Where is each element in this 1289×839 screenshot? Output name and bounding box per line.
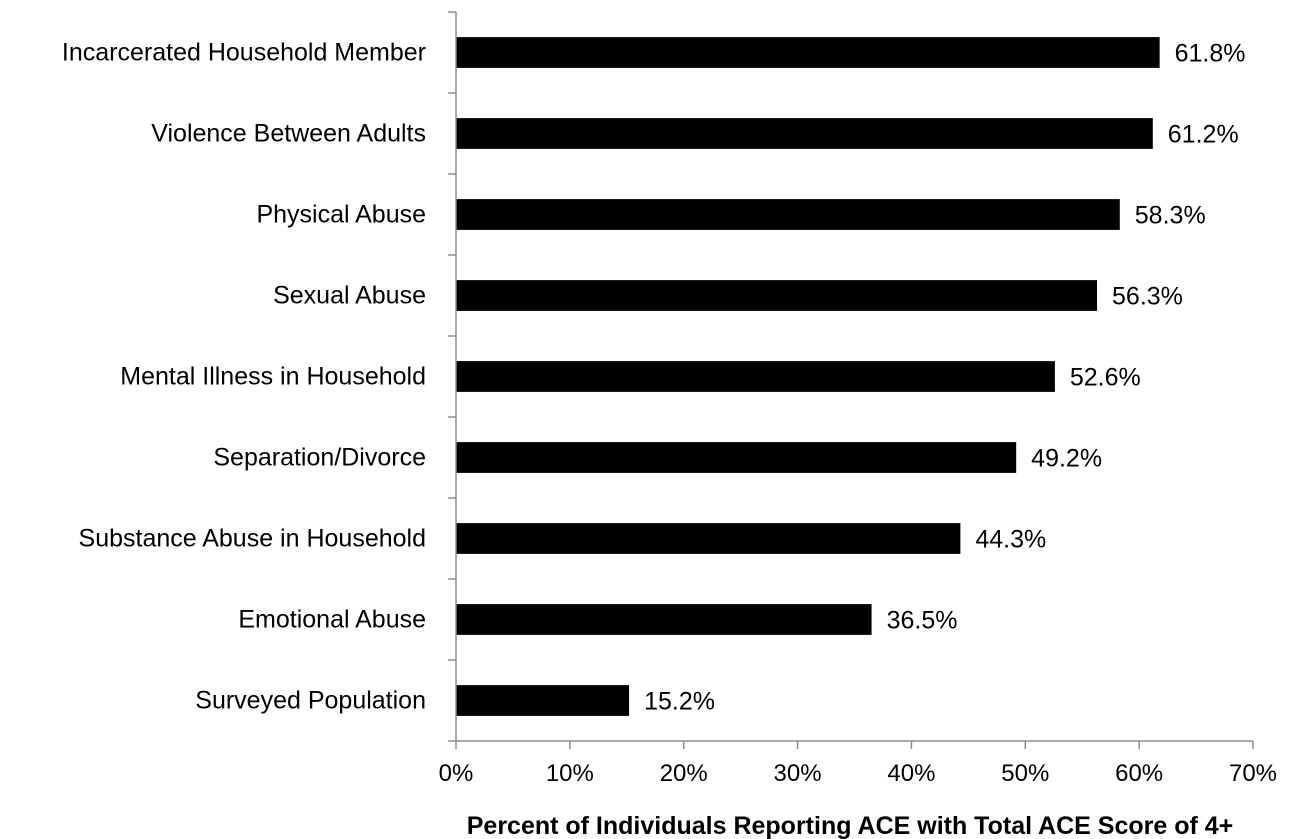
- category-label: Separation/Divorce: [213, 444, 426, 472]
- x-tick-label: 20%: [660, 760, 708, 787]
- bar: [456, 37, 1160, 68]
- bar: [456, 604, 872, 635]
- data-label: 61.2%: [1168, 121, 1239, 149]
- bar: [456, 361, 1055, 392]
- x-tick-label: 50%: [1001, 760, 1049, 787]
- category-label: Emotional Abuse: [238, 606, 426, 634]
- x-tick-label: 10%: [546, 760, 594, 787]
- data-label: 56.3%: [1112, 283, 1183, 311]
- x-tick-label: 30%: [774, 760, 822, 787]
- data-label: 58.3%: [1135, 202, 1206, 230]
- bar: [456, 523, 961, 554]
- bar: [456, 685, 630, 716]
- x-tick-label: 40%: [887, 760, 935, 787]
- bar: [456, 199, 1120, 230]
- axes-layer: [448, 11, 1254, 749]
- category-label: Physical Abuse: [256, 201, 426, 229]
- x-tick-label: 70%: [1229, 760, 1277, 787]
- data-label: 49.2%: [1031, 445, 1102, 473]
- bar: [456, 442, 1017, 473]
- data-label: 52.6%: [1070, 364, 1141, 392]
- bars-layer: [456, 37, 1160, 716]
- data-label: 61.8%: [1175, 40, 1246, 68]
- data-label: 15.2%: [644, 688, 715, 716]
- bar: [456, 280, 1098, 311]
- category-label: Substance Abuse in Household: [79, 525, 426, 553]
- labels-layer: Incarcerated Household Member 61.8% Violen…: [62, 39, 1277, 788]
- category-label: Surveyed Population: [195, 687, 426, 715]
- category-label: Mental Illness in Household: [120, 363, 426, 391]
- data-label: 44.3%: [975, 526, 1046, 554]
- category-label: Violence Between Adults: [151, 120, 426, 148]
- x-tick-label: 0%: [439, 760, 474, 787]
- x-tick-label: 60%: [1115, 760, 1163, 787]
- x-axis-title: Percent of Individuals Reporting ACE wit…: [467, 812, 1234, 839]
- category-label: Incarcerated Household Member: [62, 39, 426, 67]
- bar: [456, 118, 1153, 149]
- category-label: Sexual Abuse: [273, 282, 426, 310]
- data-label: 36.5%: [887, 607, 958, 635]
